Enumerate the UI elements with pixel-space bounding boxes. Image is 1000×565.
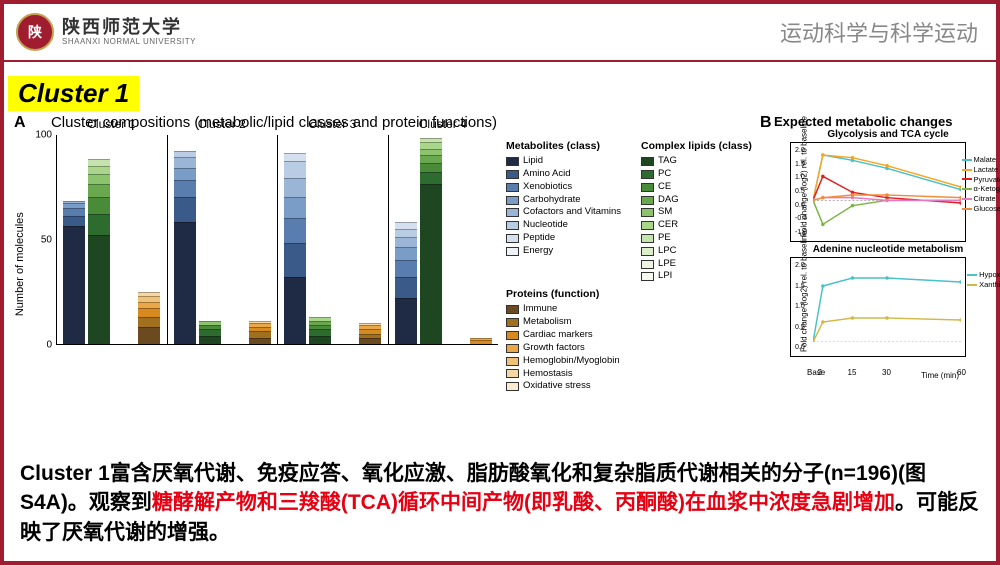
stacked-bar <box>88 159 110 344</box>
legend-item: Growth factors <box>506 342 752 355</box>
mini-legend-item: Glucose <box>962 204 1000 214</box>
university-logo-block: 陕 陕西师范大学 SHAANXI NORMAL UNIVERSITY <box>16 13 196 51</box>
legend-item: TAG <box>641 155 752 168</box>
cluster-label: Cluster 1 <box>56 117 167 131</box>
mini-legend-item: Pyruvate <box>962 175 1000 185</box>
panel-a-chart: Cluster 1Cluster 2Cluster 3Cluster 4 050… <box>28 135 498 365</box>
cluster-column <box>389 135 499 344</box>
panel-b-label: B <box>760 114 772 132</box>
university-name-en: SHAANXI NORMAL UNIVERSITY <box>62 38 196 47</box>
mini-legend-item: Citrate <box>962 194 1000 204</box>
legend-item: Metabolism <box>506 316 752 329</box>
mini-legend-item: Xanthine <box>967 280 1000 290</box>
legend-item: Xenobiotics <box>506 181 621 194</box>
stacked-bar <box>249 321 271 344</box>
slide: 陕 陕西师范大学 SHAANXI NORMAL UNIVERSITY 运动科学与… <box>0 0 1000 565</box>
cluster-label: Cluster 3 <box>277 117 388 131</box>
slide-title: Cluster 1 <box>8 76 139 111</box>
panel-a-legend: Metabolites (class) LipidAmino AcidXenob… <box>506 135 752 393</box>
legend-item: LPI <box>641 270 752 283</box>
legend-metabolites-title: Metabolites (class) <box>506 139 621 153</box>
legend-item: LPE <box>641 258 752 271</box>
legend-proteins-title: Proteins (function) <box>506 287 752 301</box>
mini-legend-item: α-Ketoglutarate <box>962 184 1000 194</box>
header-right-text: 运动科学与科学运动 <box>780 16 996 48</box>
stacked-bar <box>470 338 492 344</box>
legend-item: CER <box>641 219 752 232</box>
cluster-column <box>278 135 389 344</box>
legend-item: PC <box>641 168 752 181</box>
legend-lipids-title: Complex lipids (class) <box>641 139 752 153</box>
legend-item: LPC <box>641 245 752 258</box>
mini-legend-item: Hypoxanthine <box>967 270 1000 280</box>
slide-body-text: Cluster 1富含厌氧代谢、免疫应答、氧化应激、脂肪酸氧化和复杂脂质代谢相关… <box>20 459 980 547</box>
legend-item: PE <box>641 232 752 245</box>
stacked-bar <box>309 317 331 344</box>
figure-content: A Cluster compositions (metabolic/lipid … <box>14 112 986 451</box>
mini-legend-item: Malate <box>962 155 1000 165</box>
panel-a: A Cluster compositions (metabolic/lipid … <box>14 112 754 451</box>
legend-item: Energy <box>506 245 621 258</box>
body-text-red: 糖酵解产物和三羧酸(TCA)循环中间产物(即乳酸、丙酮酸)在血浆中浓度急剧增加 <box>152 491 895 514</box>
legend-item: Immune <box>506 303 752 316</box>
stacked-bar <box>359 323 381 344</box>
slide-header: 陕 陕西师范大学 SHAANXI NORMAL UNIVERSITY 运动科学与… <box>4 4 996 62</box>
legend-item: Lipid <box>506 155 621 168</box>
legend-item: SM <box>641 206 752 219</box>
legend-item: Carbohydrate <box>506 194 621 207</box>
legend-item: Hemoglobin/Myoglobin <box>506 355 752 368</box>
cluster-label: Cluster 4 <box>388 117 499 131</box>
panel-b: B Expected metabolic changes Glycolysis … <box>760 112 986 451</box>
mini-chart-2: Fold change (log2) rel. to baseline 0.00… <box>790 257 966 357</box>
stacked-bar <box>199 321 221 344</box>
cluster-column <box>57 135 168 344</box>
mini-legend-item: Lactate <box>962 165 1000 175</box>
stacked-bar <box>395 222 417 344</box>
logo-icon: 陕 <box>16 13 54 51</box>
cluster-label: Cluster 2 <box>167 117 278 131</box>
legend-item: Hemostasis <box>506 368 752 381</box>
stacked-bar <box>138 292 160 344</box>
legend-item: Cardiac markers <box>506 329 752 342</box>
mini-chart-1: Fold change (log2) rel. to baseline -1.0… <box>790 142 966 242</box>
stacked-bar <box>174 151 196 344</box>
stacked-bar <box>63 201 85 344</box>
mini2-title: Adenine nucleotide metabolism <box>790 244 986 255</box>
panel-a-label: A <box>14 114 26 132</box>
university-name-cn: 陕西师范大学 <box>62 18 196 38</box>
legend-item: CE <box>641 181 752 194</box>
legend-item: Amino Acid <box>506 168 621 181</box>
cluster-column <box>168 135 279 344</box>
stacked-bar <box>284 153 306 344</box>
stacked-bar <box>420 138 442 344</box>
xlabel: Time (min) <box>921 371 959 380</box>
legend-item: Peptide <box>506 232 621 245</box>
legend-item: Nucleotide <box>506 219 621 232</box>
mini1-title: Glycolysis and TCA cycle <box>790 129 986 140</box>
legend-item: Oxidative stress <box>506 380 752 393</box>
legend-item: DAG <box>641 194 752 207</box>
panel-a-ylabel: Number of molecules <box>14 135 28 393</box>
legend-item: Cofactors and Vitamins <box>506 206 621 219</box>
